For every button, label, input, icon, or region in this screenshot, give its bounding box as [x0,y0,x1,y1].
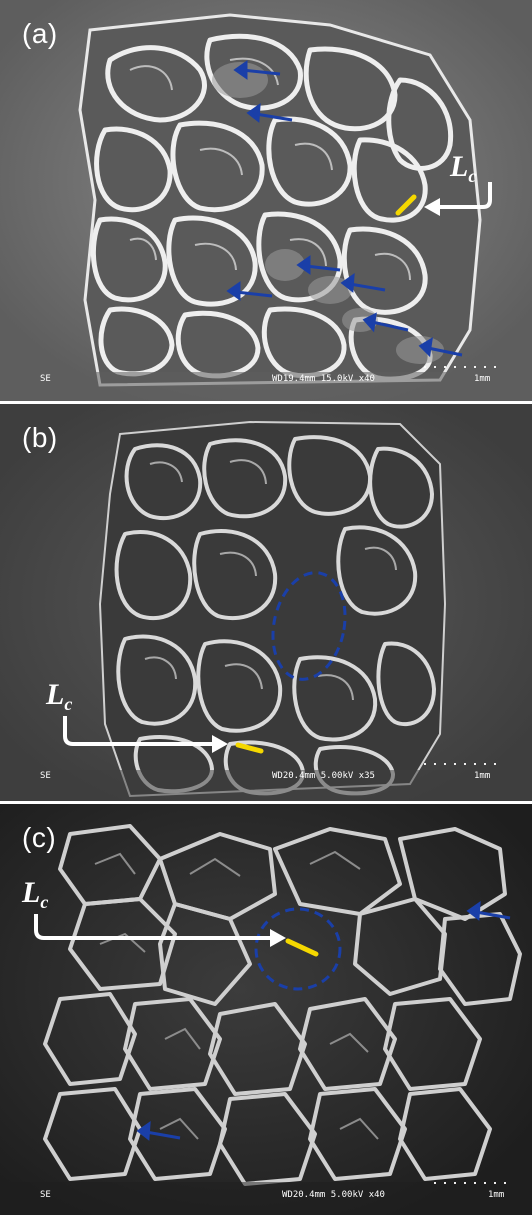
foam-inner-struts [144,459,397,701]
lc-main: L [450,150,469,183]
scale-bar [420,763,500,765]
foam-inner-struts [129,57,411,281]
lc-marker-yellow [395,194,417,216]
lc-label: Lc [450,150,477,186]
sem-panel-a: (a) Lc SE WD19.4mm 15.0kV x40 1mm [0,0,532,401]
lc-pointer-arrow [34,914,270,940]
foam-micrograph-b [0,404,532,801]
imaging-params: WD20.4mm 5.00kV x35 [272,771,375,781]
lc-sub: c [64,694,73,714]
blue-arrows [136,900,511,1141]
scale-label: 1mm [488,1190,505,1200]
sem-panel-c: (c) Lc SE WD20.4mm 5.00kV x40 1mm [0,804,532,1215]
panel-label: (c) [22,822,57,853]
foam-inner-struts [94,850,379,1140]
lc-label: Lc [46,678,73,714]
info-strip [0,1182,532,1215]
lc-label: Lc [22,876,49,912]
info-strip [0,372,532,401]
imaging-params: WD20.4mm 5.00kV x40 [282,1190,385,1200]
foam-body [78,13,482,387]
detector-mode: SE [40,1190,51,1200]
lc-sub: c [468,166,477,186]
lc-main: L [46,678,65,711]
panel-label: (b) [22,422,58,453]
lc-pointer-head [212,735,228,753]
detector-mode: SE [40,771,51,781]
scale-label: 1mm [474,374,491,384]
lc-pointer-head [270,929,286,947]
lc-pointer-head [424,198,440,216]
scale-bar [420,366,500,368]
panel-label: (a) [22,18,58,49]
lc-marker-yellow [235,742,264,754]
blue-arrows [226,60,463,358]
lc-pointer-arrow [63,716,212,746]
info-strip [0,770,532,801]
sem-panel-b: (b) Lc SE WD20.4mm 5.00kV x35 1mm [0,404,532,801]
foam-micrograph-a [0,0,532,401]
lc-main: L [22,876,41,909]
scale-bar [430,1182,510,1184]
foam-body [98,420,447,798]
cell-highlight-circle [254,907,342,991]
detector-mode: SE [40,374,51,384]
scale-label: 1mm [474,771,491,781]
lc-sub: c [40,892,49,912]
lc-pointer-arrow [440,182,492,209]
cell-highlight-ellipse [271,571,347,681]
foam-struts [43,824,522,1186]
lc-marker-yellow [285,938,319,957]
imaging-params: WD19.4mm 15.0kV x40 [272,374,375,384]
foam-micrograph-c [0,804,532,1215]
